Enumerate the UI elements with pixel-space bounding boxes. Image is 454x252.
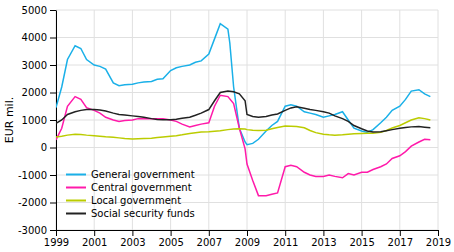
x-tick-mark bbox=[209, 230, 210, 236]
y-tick: 3000 bbox=[22, 60, 56, 71]
x-tick-mark bbox=[171, 230, 172, 236]
grid-line-y bbox=[56, 92, 438, 93]
legend-swatch bbox=[66, 174, 86, 176]
x-tick: 2009 bbox=[235, 230, 260, 248]
y-tick-mark bbox=[50, 148, 56, 149]
legend-item: Central government bbox=[66, 182, 192, 193]
x-tick-label: 2019 bbox=[426, 237, 451, 248]
y-tick-label: 4000 bbox=[22, 32, 47, 43]
y-tick-mark bbox=[50, 203, 56, 204]
x-tick-label: 2003 bbox=[120, 237, 145, 248]
legend-swatch bbox=[66, 213, 86, 215]
x-tick-mark bbox=[400, 230, 401, 236]
y-tick: 4000 bbox=[22, 32, 56, 43]
y-tick: 5000 bbox=[22, 5, 56, 16]
x-tick: 2015 bbox=[349, 230, 374, 248]
chart: 1999 2001 2003 2005 2007 2009 2011 2013 2015 2017… bbox=[0, 0, 454, 252]
x-tick: 2017 bbox=[388, 230, 413, 248]
grid-line-y bbox=[56, 65, 438, 66]
y-tick-label: -1000 bbox=[18, 170, 47, 181]
legend-swatch bbox=[66, 187, 86, 189]
legend-label: Social security funds bbox=[91, 208, 195, 219]
series-line bbox=[56, 95, 430, 195]
x-axis: 1999 2001 2003 2005 2007 2009 2011 2013 2015 2017… bbox=[44, 230, 451, 248]
x-tick-label: 2005 bbox=[158, 237, 183, 248]
x-tick-mark bbox=[438, 230, 439, 236]
x-tick-mark bbox=[56, 230, 57, 236]
x-tick-mark bbox=[285, 230, 286, 236]
y-tick-label: 3000 bbox=[22, 60, 47, 71]
legend-label: Central government bbox=[91, 182, 192, 193]
x-tick: 1999 bbox=[44, 230, 69, 248]
y-tick-mark bbox=[50, 230, 56, 231]
x-tick-label: 2007 bbox=[197, 237, 222, 248]
plot-area bbox=[56, 24, 430, 196]
x-tick-mark bbox=[362, 230, 363, 236]
legend-item: General government bbox=[66, 169, 195, 180]
x-tick-mark bbox=[323, 230, 324, 236]
grid-line-y bbox=[56, 10, 438, 11]
legend-label: Local government bbox=[91, 195, 181, 206]
y-tick-label: 5000 bbox=[22, 5, 47, 16]
y-tick-mark bbox=[50, 38, 56, 39]
x-tick-label: 2013 bbox=[311, 237, 336, 248]
x-tick-label: 2015 bbox=[349, 237, 374, 248]
x-tick: 2001 bbox=[82, 230, 107, 248]
y-tick: -2000 bbox=[18, 197, 56, 208]
grid-line-y bbox=[56, 147, 438, 148]
y-tick-mark bbox=[50, 175, 56, 176]
x-tick: 2007 bbox=[197, 230, 222, 248]
x-tick: 2011 bbox=[273, 230, 298, 248]
x-tick: 2013 bbox=[311, 230, 336, 248]
y-tick-mark bbox=[50, 93, 56, 94]
x-tick: 2005 bbox=[158, 230, 183, 248]
x-tick-label: 2011 bbox=[273, 237, 298, 248]
x-tick: 2003 bbox=[120, 230, 145, 248]
x-tick-label: 1999 bbox=[44, 237, 69, 248]
x-tick-label: 2001 bbox=[82, 237, 107, 248]
x-tick-label: 2017 bbox=[388, 237, 413, 248]
legend-item: Social security funds bbox=[66, 208, 195, 219]
legend-item: Local government bbox=[66, 195, 181, 206]
y-tick: -3000 bbox=[18, 225, 56, 236]
y-tick-label: 1000 bbox=[22, 115, 47, 126]
y-tick-label: 2000 bbox=[22, 87, 47, 98]
y-tick: 1000 bbox=[22, 115, 56, 126]
grid-line-y bbox=[56, 37, 438, 38]
grid bbox=[56, 10, 438, 230]
y-tick-label: -3000 bbox=[18, 225, 47, 236]
legend: General government Central government Loca… bbox=[66, 169, 195, 219]
y-tick: -1000 bbox=[18, 170, 56, 181]
x-tick-mark bbox=[94, 230, 95, 236]
y-tick-label: 0 bbox=[41, 142, 47, 153]
series-line bbox=[56, 91, 430, 132]
x-tick-mark bbox=[247, 230, 248, 236]
y-tick-label: -2000 bbox=[18, 197, 47, 208]
y-tick: 0 bbox=[41, 142, 56, 153]
y-axis-line bbox=[56, 11, 57, 231]
y-axis-title: EUR mil. bbox=[3, 97, 16, 143]
legend-swatch bbox=[66, 200, 86, 202]
y-axis: -3000 -2000 -1000 0 1000 2000 3000 4000 5000 bbox=[18, 5, 57, 236]
x-tick-label: 2009 bbox=[235, 237, 260, 248]
x-tick-mark bbox=[132, 230, 133, 236]
series-line bbox=[56, 118, 430, 139]
y-tick-mark bbox=[50, 120, 56, 121]
y-tick-mark bbox=[50, 10, 56, 11]
x-tick: 2019 bbox=[426, 230, 451, 248]
y-tick: 2000 bbox=[22, 87, 56, 98]
legend-label: General government bbox=[91, 169, 195, 180]
y-tick-mark bbox=[50, 65, 56, 66]
series-line bbox=[56, 24, 430, 145]
